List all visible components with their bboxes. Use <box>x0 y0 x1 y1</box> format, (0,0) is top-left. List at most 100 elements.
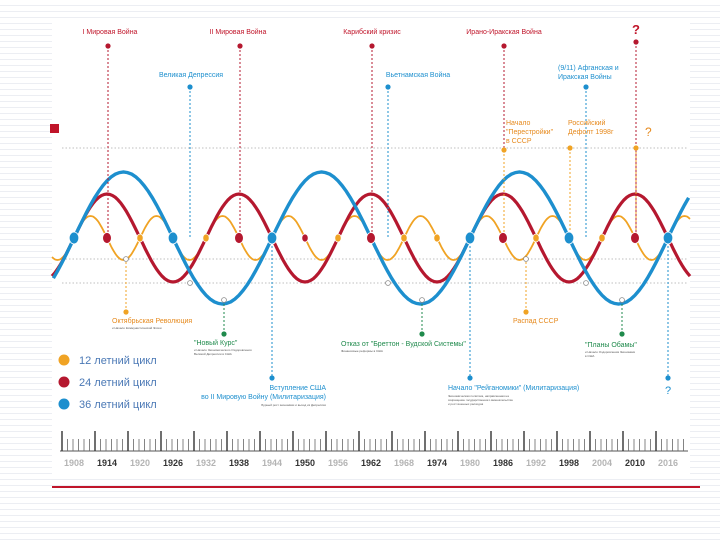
event-perestroika-label-1: Начало <box>506 120 530 127</box>
event-iran-iraq-war-label: Ирано-Иракская Война <box>466 28 542 36</box>
node-1 <box>102 232 112 244</box>
guide-node-7 <box>583 280 589 286</box>
connector-question-top-dot <box>633 39 639 45</box>
connector-question-blue-dot <box>665 375 671 381</box>
event-default-label-1: Российский <box>568 119 606 127</box>
legend-12-year-label: 12 летний цикл <box>79 355 157 367</box>
event-obama-note-2: в США <box>585 354 594 358</box>
legend-blue-dot <box>58 398 70 410</box>
node-10 <box>400 233 408 243</box>
event-question-top: ? <box>632 22 640 37</box>
year-label-1992: 1992 <box>526 458 546 468</box>
node-18 <box>662 231 674 245</box>
legend-24-year-label: 24 летний цикл <box>79 377 157 389</box>
year-label-1938: 1938 <box>229 458 249 468</box>
year-label-1956: 1956 <box>328 458 348 468</box>
event-perestroika-label-2: "Перестройки" <box>506 128 554 136</box>
node-8 <box>334 233 342 243</box>
year-label-1950: 1950 <box>295 458 315 468</box>
node-13 <box>498 232 508 244</box>
event-question-blue: ? <box>665 385 671 397</box>
node-9 <box>366 232 376 244</box>
event-bretton-woods-label: Отказ от "Бреттон - Вудской Системы" <box>341 340 466 348</box>
timeline-ruler <box>60 431 688 452</box>
guide-node-4 <box>619 297 625 303</box>
connector-bretton-dot <box>419 331 425 337</box>
legend-red-dot <box>58 376 70 388</box>
event-new-deal-note-1: и Начало Экономического Оздоровления <box>194 348 252 352</box>
year-label-1908: 1908 <box>64 458 84 468</box>
legend-36-year-label: 36 летний цикл <box>79 399 157 411</box>
node-16 <box>598 233 606 243</box>
guide-node-0 <box>123 256 129 262</box>
guide-node-6 <box>385 280 391 286</box>
legend: 12 летний цикл 24 летний цикл 36 летний … <box>58 354 157 411</box>
timeline-years: 1908 1914 1920 1926 1932 1938 1944 1950 1956 1962… <box>64 458 678 468</box>
event-caribbean-crisis-label: Карибский кризис <box>343 28 401 36</box>
connector-caribbean-dot <box>369 43 375 49</box>
event-ww2-label: II Мировая Война <box>210 28 267 36</box>
guide-node-1 <box>221 297 227 303</box>
event-911-label-1: (9/11) Афганская и <box>558 65 619 72</box>
event-bretton-note: Финансовые реформы в США <box>341 349 383 353</box>
year-label-2010: 2010 <box>625 458 645 468</box>
event-vietnam-war-label: Вьетнамская Война <box>386 71 450 79</box>
event-great-depression-label: Великая Депрессия <box>159 72 223 79</box>
node-3 <box>167 231 179 245</box>
year-label-1980: 1980 <box>460 458 480 468</box>
year-label-1944: 1944 <box>262 458 282 468</box>
event-reaganomics-label: Начало "Рейганомики" (Милитаризация) <box>448 384 579 392</box>
connector-usa-entry-dot <box>269 375 275 381</box>
year-label-1974: 1974 <box>427 458 447 468</box>
connector-new-deal-dot <box>221 331 227 337</box>
intersection-nodes <box>68 231 674 303</box>
wave-24-year <box>50 192 692 284</box>
event-october-note: и Начало Коммунистической Эпохи <box>112 326 162 330</box>
node-11 <box>433 233 441 243</box>
event-ussr-collapse-label: Распад СССР <box>513 318 559 325</box>
guide-node-3 <box>523 256 529 262</box>
event-usa-entry-label-2: во II Мировую Войну (Милитаризация) <box>201 393 326 401</box>
event-reaganomics-note-3: и рост военных расходов <box>448 402 484 406</box>
connector-ussr-dot <box>523 309 529 315</box>
node-5 <box>234 232 244 244</box>
event-911-label-2: Иракская Войны <box>558 73 612 81</box>
guide-node-2 <box>419 297 425 303</box>
node-2 <box>136 233 144 243</box>
connector-question-orange-dot <box>633 145 639 151</box>
year-label-1920: 1920 <box>130 458 150 468</box>
node-0 <box>68 231 80 245</box>
year-label-1968: 1968 <box>394 458 414 468</box>
legend-orange-dot <box>58 354 70 366</box>
year-label-1962: 1962 <box>361 458 381 468</box>
event-reaganomics-note-1: Экономическая политика, направленная на <box>448 394 509 398</box>
year-label-1914: 1914 <box>97 458 117 468</box>
connector-reagan-dot <box>467 375 473 381</box>
year-label-2016: 2016 <box>658 458 678 468</box>
slide-panel <box>52 22 690 477</box>
connector-ww1-dot <box>105 43 111 49</box>
event-reaganomics-note-2: сокращение государственного вмешательств… <box>448 398 513 402</box>
connector-october-dot <box>123 309 129 315</box>
year-label-1932: 1932 <box>196 458 216 468</box>
event-new-deal-note-2: Великой Депрессии в США <box>194 352 232 356</box>
bullet-marker <box>50 124 59 133</box>
node-6 <box>266 231 278 245</box>
event-usa-entry-label-1: Вступление США <box>270 385 327 392</box>
event-question-orange: ? <box>645 125 652 139</box>
connector-depression-dot <box>187 84 193 90</box>
event-october-revolution-label: Октябрьская Революция <box>112 317 192 325</box>
node-12 <box>464 231 476 245</box>
event-obama-plans-label: "Планы Обамы" <box>585 341 637 349</box>
event-connectors <box>105 39 671 381</box>
year-label-1986: 1986 <box>493 458 513 468</box>
connector-vietnam-dot <box>385 84 391 90</box>
event-ww1-label: I Мировая Война <box>83 28 138 36</box>
node-7 <box>301 233 309 243</box>
year-label-2004: 2004 <box>592 458 612 468</box>
node-4 <box>202 233 210 243</box>
connector-perestroika-dot <box>501 147 507 153</box>
event-perestroika-label-3: в СССР <box>506 138 532 145</box>
guide-node-5 <box>187 280 193 286</box>
